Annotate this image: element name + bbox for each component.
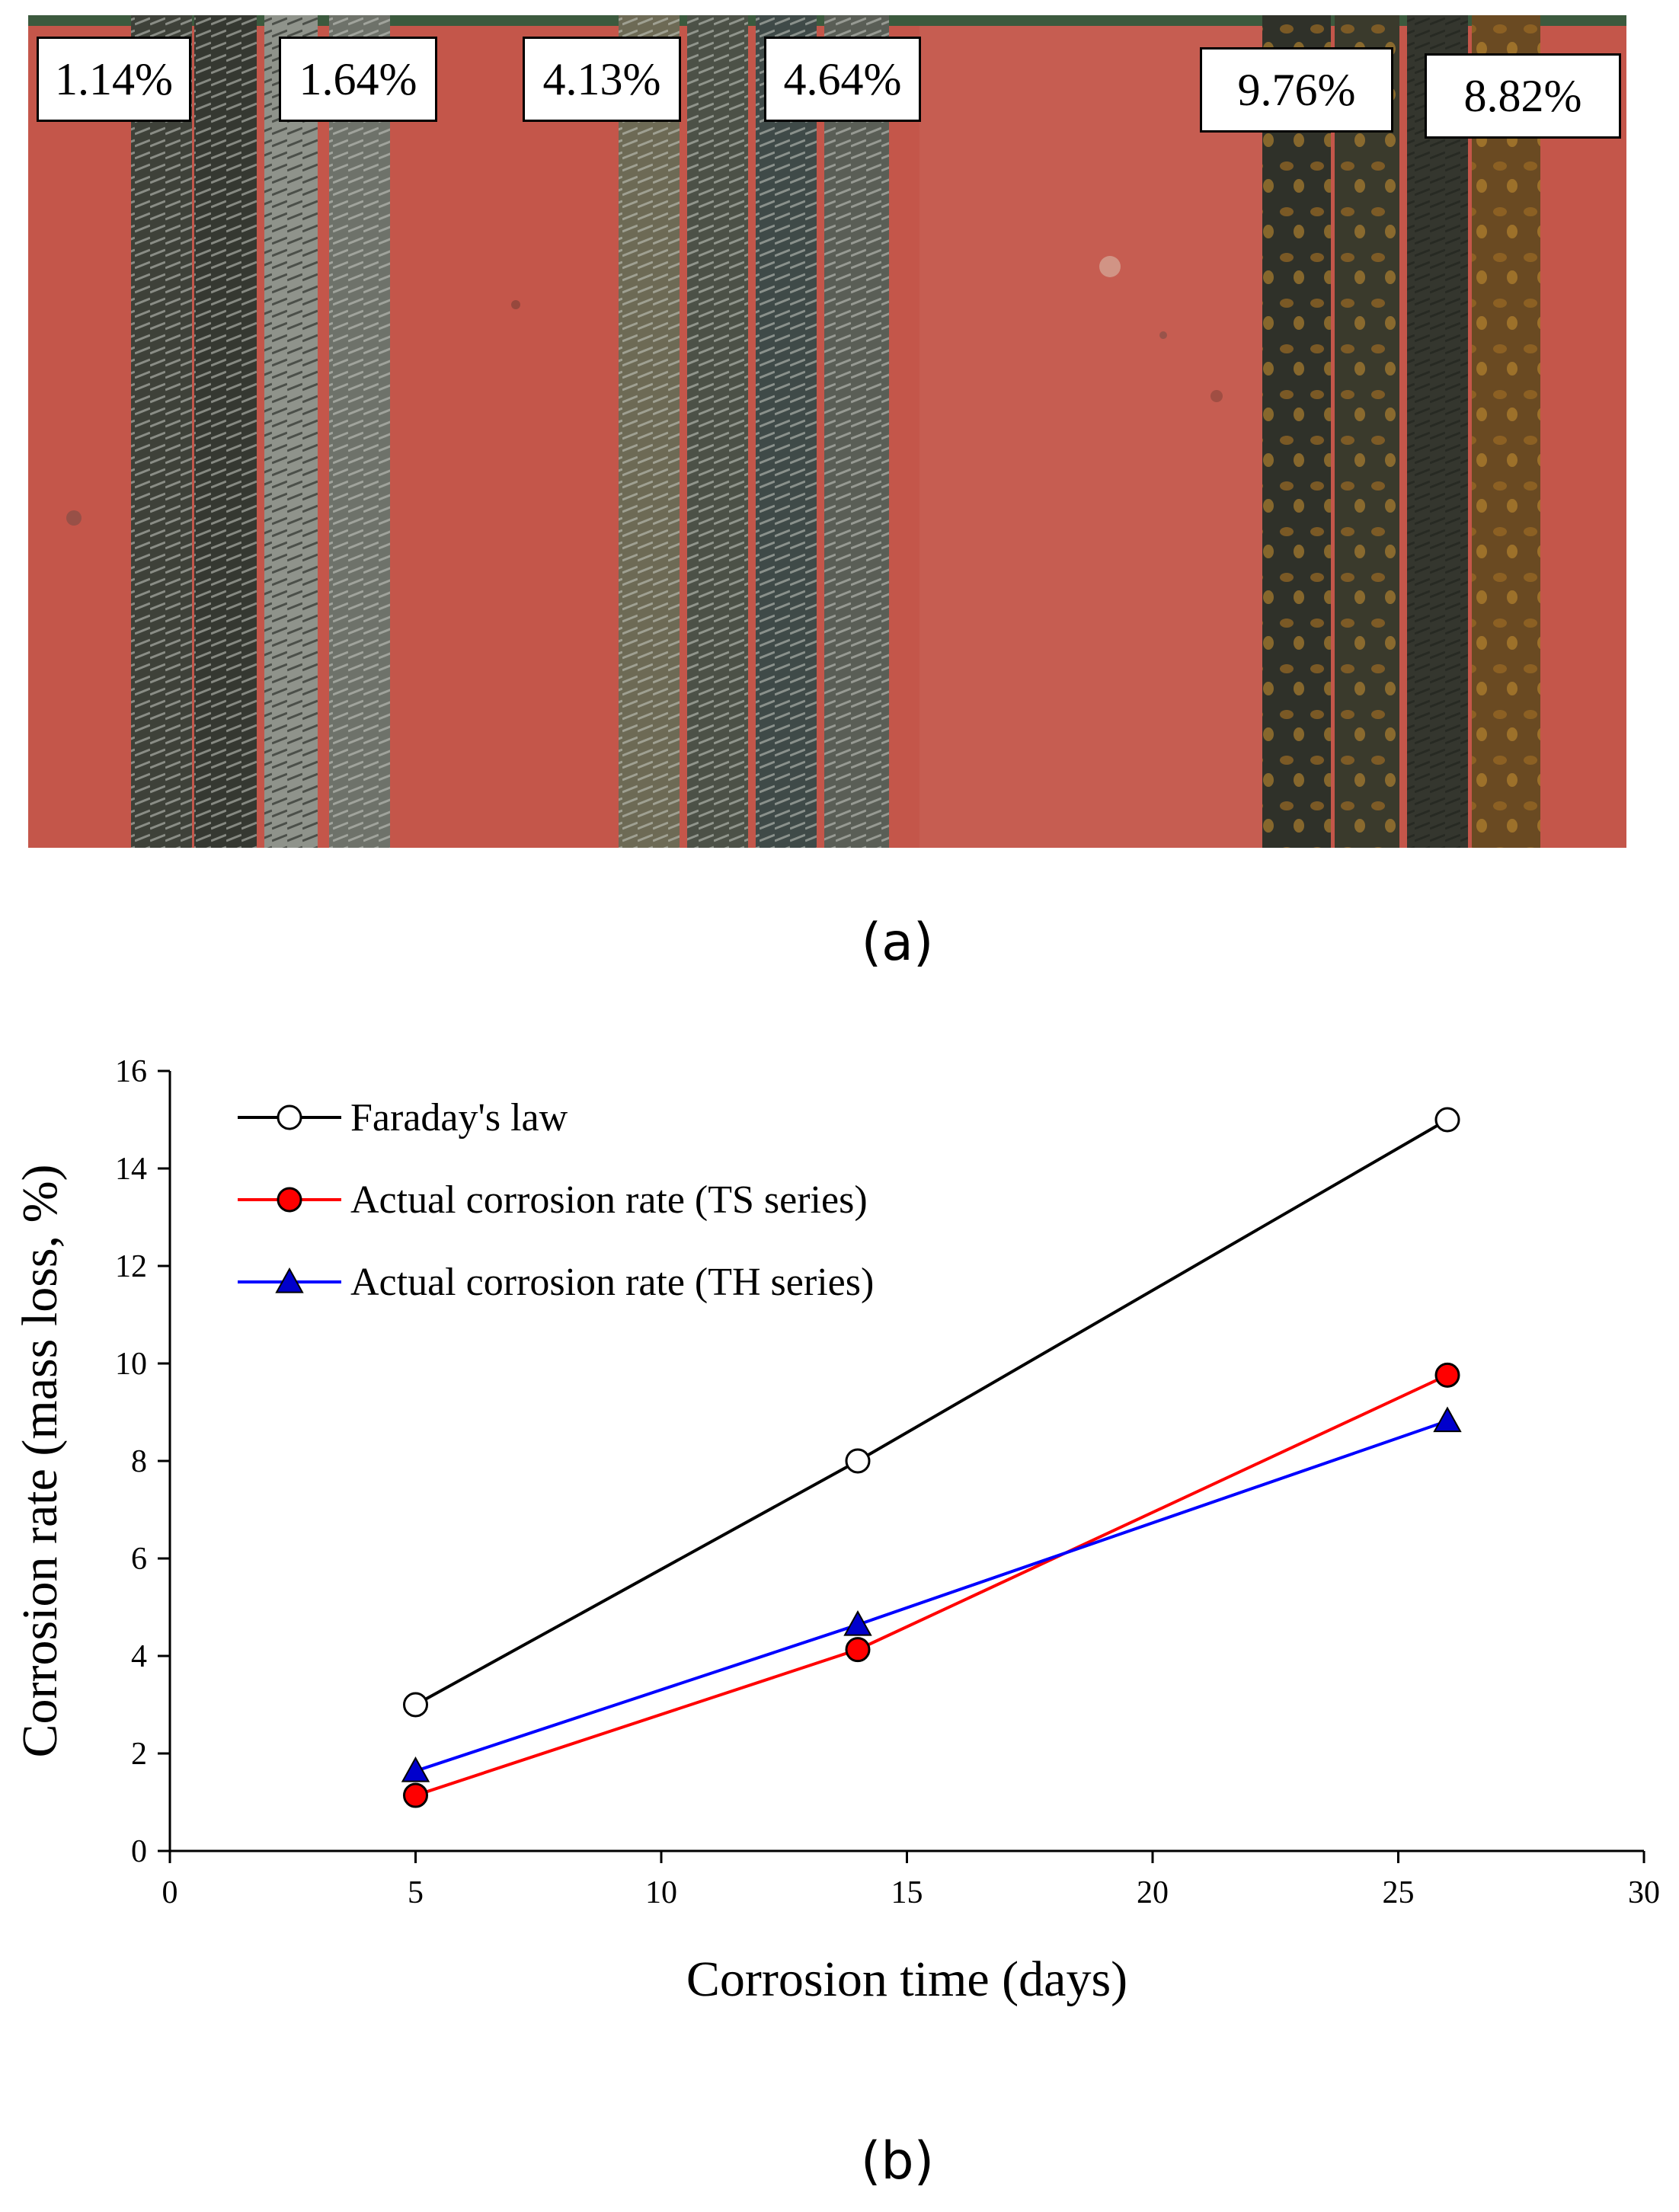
y-tick-label: 6 (131, 1542, 147, 1577)
y-tick-label: 4 (131, 1639, 147, 1674)
x-tick-label: 30 (1628, 1875, 1660, 1910)
y-tick-label: 16 (115, 1054, 147, 1089)
rebar-photo-image (28, 15, 1626, 848)
specimen-label-3: 4.13% (523, 37, 681, 122)
legend-label: Actual corrosion rate (TS series) (350, 1178, 868, 1222)
legend-item-1: Faraday's law (238, 1096, 568, 1140)
rebar-group-3 (1262, 15, 1540, 848)
x-tick-label: 25 (1383, 1875, 1415, 1910)
legend-label: Faraday's law (350, 1096, 568, 1140)
legend-label: Actual corrosion rate (TH series) (350, 1261, 874, 1304)
data-point (403, 1692, 428, 1718)
specimen-label-4: 4.64% (764, 37, 921, 122)
data-point (843, 1609, 872, 1636)
series-2 (403, 1362, 1460, 1808)
corrosion-rate-chart: 0 5 10 15 20 25 30 0 2 4 6 8 10 12 14 16 Corrosion time … (12, 1054, 1660, 2007)
series-3 (401, 1406, 1462, 1782)
series-line (414, 1373, 1448, 1797)
panel-a-caption: (a) (861, 913, 934, 973)
y-tick-label: 14 (115, 1152, 147, 1187)
x-tick-label: 0 (162, 1875, 178, 1910)
legend-marker (277, 1187, 302, 1213)
data-point (845, 1448, 871, 1474)
specimen-label-2: 1.64% (279, 37, 437, 122)
y-tick-label: 10 (115, 1347, 147, 1382)
series-1 (403, 1107, 1460, 1718)
rebar-photo (28, 15, 1626, 848)
data-point (1434, 1107, 1460, 1133)
data-point (401, 1756, 430, 1782)
rebar-group-2 (619, 15, 889, 848)
legend-item-2: Actual corrosion rate (TS series) (238, 1178, 868, 1222)
x-tick-label: 10 (645, 1875, 677, 1910)
chart-legend: Faraday's law Actual corrosion rate (TS s… (238, 1096, 874, 1304)
x-tick-label: 20 (1137, 1875, 1169, 1910)
data-point (1433, 1406, 1462, 1433)
legend-marker (275, 1267, 304, 1293)
specimen-label-1: 1.14% (37, 37, 191, 122)
y-tick-label: 2 (131, 1737, 147, 1772)
specimen-label-6: 8.82% (1425, 53, 1621, 139)
chart-series (401, 1107, 1462, 1808)
data-point (845, 1637, 871, 1663)
y-tick-label: 12 (115, 1249, 147, 1284)
rebar-group-1 (131, 15, 390, 848)
data-point (1434, 1362, 1460, 1388)
y-tick-label: 0 (131, 1834, 147, 1869)
specimen-label-5: 9.76% (1200, 47, 1393, 133)
x-axis-label: Corrosion time (days) (686, 1951, 1127, 2007)
y-axis-label: Corrosion rate (mass loss, %) (12, 1164, 68, 1757)
data-point (403, 1782, 428, 1808)
legend-marker (277, 1104, 302, 1130)
y-tick-label: 8 (131, 1444, 147, 1479)
x-tick-label: 5 (408, 1875, 424, 1910)
legend-item-3: Actual corrosion rate (TH series) (238, 1261, 874, 1304)
series-line (414, 1419, 1448, 1772)
chart-axes: 0 5 10 15 20 25 30 0 2 4 6 8 10 12 14 16 Corrosion time … (12, 1054, 1660, 2007)
x-tick-label: 15 (891, 1875, 923, 1910)
panel-b-caption: (b) (860, 2131, 935, 2191)
